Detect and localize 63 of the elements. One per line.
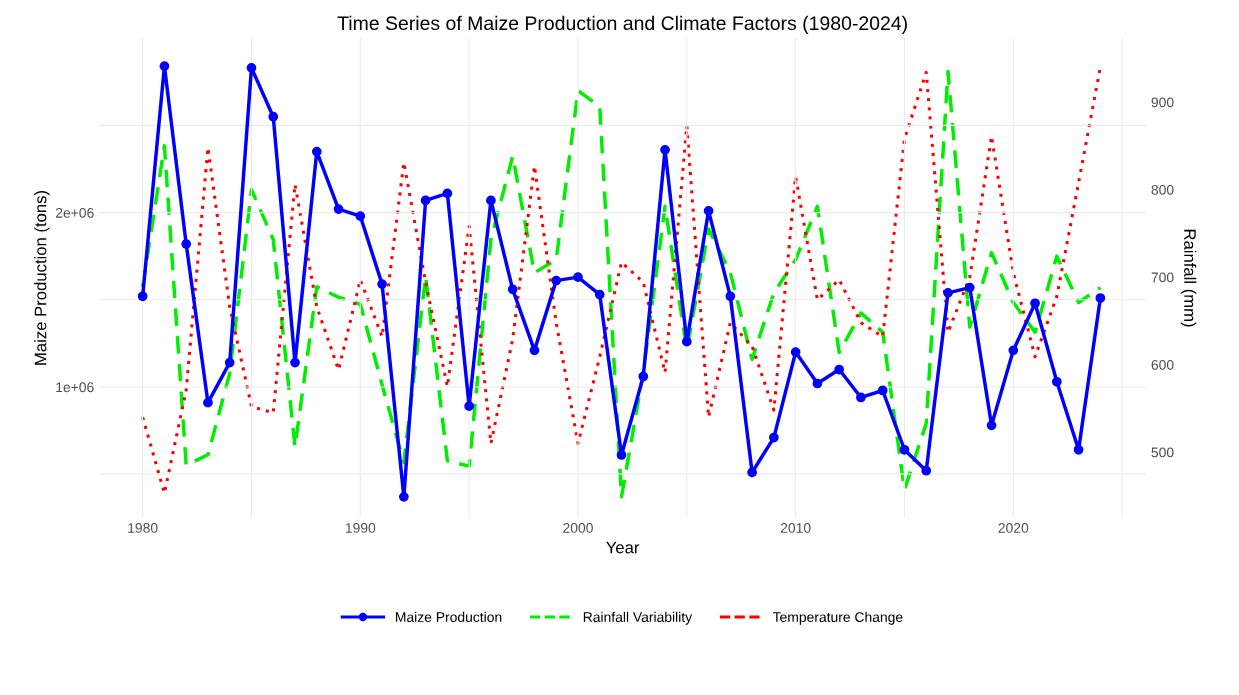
x-tick-label: 2020 <box>998 523 1029 533</box>
y2-tick-label: 800 <box>1151 184 1174 195</box>
point <box>747 467 757 478</box>
y-tick-label: 1e+06 <box>56 382 94 393</box>
point <box>398 491 409 502</box>
point <box>1008 345 1019 356</box>
point <box>573 272 583 282</box>
point <box>877 385 888 396</box>
point <box>856 392 866 403</box>
point <box>268 111 279 122</box>
point <box>1073 444 1084 455</box>
legend-label: Rainfall Variability <box>583 611 693 625</box>
y2-axis-title: Rainfall (mm) <box>1180 229 1197 327</box>
point <box>333 204 344 214</box>
point <box>420 195 431 206</box>
y2-tick-label: 600 <box>1151 359 1174 370</box>
point <box>921 465 932 476</box>
y2-tick-label: 500 <box>1151 447 1174 458</box>
point <box>1095 293 1106 303</box>
point <box>660 144 670 155</box>
point <box>203 397 213 408</box>
x-tick-label: 2010 <box>780 523 811 533</box>
point <box>442 188 453 199</box>
point <box>246 63 257 73</box>
point <box>638 371 649 382</box>
x-axis-title: Year <box>606 541 640 554</box>
y-tick-label: 2e+06 <box>55 207 94 218</box>
x-tick-label: 2000 <box>563 523 593 533</box>
point <box>681 336 692 347</box>
point <box>986 420 997 431</box>
chart-title: Time Series of Maize Production and Climate Factors (1980-2024) <box>337 15 907 34</box>
point <box>964 282 975 293</box>
y-axis-title: Maize Production (tons) <box>34 191 50 365</box>
point <box>290 357 300 368</box>
point <box>551 275 562 286</box>
point <box>529 345 540 356</box>
point <box>703 206 714 216</box>
point <box>1051 376 1062 387</box>
point <box>224 357 235 368</box>
point <box>594 289 605 300</box>
point <box>725 291 736 302</box>
point <box>790 347 801 357</box>
point <box>181 239 192 249</box>
point <box>769 432 779 443</box>
point <box>616 450 627 460</box>
x-tick-label: 1990 <box>345 523 376 533</box>
point <box>834 364 845 375</box>
y2-tick-label: 900 <box>1151 97 1174 108</box>
x-tick-label: 1980 <box>128 523 158 533</box>
y2-tick-label: 700 <box>1151 272 1174 283</box>
point <box>137 291 148 302</box>
legend-label: Temperature Change <box>772 611 903 625</box>
point <box>899 444 910 455</box>
point <box>377 279 387 289</box>
legend-label: Maize Production <box>396 611 502 622</box>
point <box>355 211 366 221</box>
point <box>486 195 496 206</box>
point <box>507 284 518 295</box>
point <box>812 378 823 389</box>
point <box>159 61 170 71</box>
point <box>943 287 953 298</box>
point <box>311 146 322 157</box>
point <box>464 401 475 412</box>
